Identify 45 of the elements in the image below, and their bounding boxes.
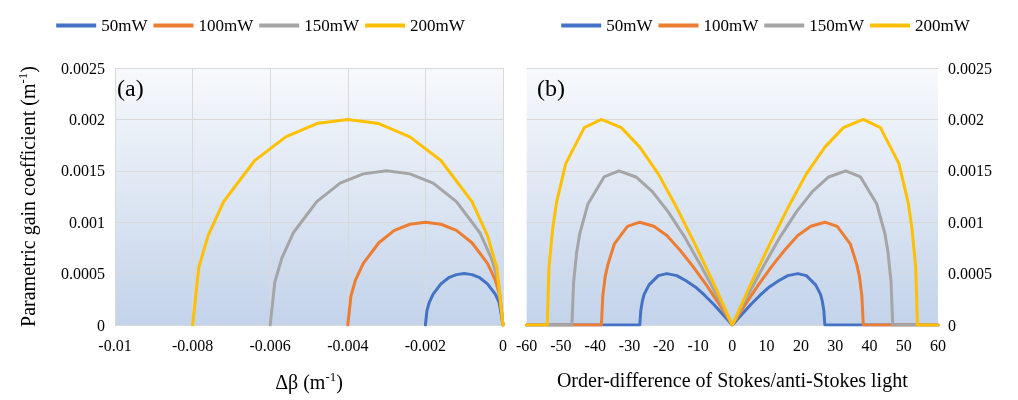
annotation: (a) <box>117 75 144 101</box>
y-tick-label: 0.0005 <box>948 265 992 283</box>
x-tick-label: 0 <box>728 336 737 354</box>
x-tick-label: -40 <box>584 336 606 354</box>
y-tick-label: 0 <box>97 316 105 334</box>
x-tick-label: 60 <box>930 336 946 354</box>
legend-label: 150mW <box>809 16 865 35</box>
x-tick-label: -10 <box>687 336 709 354</box>
x-tick-label: 10 <box>758 336 775 354</box>
x-tick-label: -20 <box>653 336 675 354</box>
legend-label: 50mW <box>606 16 654 35</box>
line-series <box>191 117 505 327</box>
y-tick-label: 0.0005 <box>61 265 105 283</box>
x-tick-label: -30 <box>618 336 641 354</box>
x-axis-title: Order-difference of Stokes/anti-Stokes light <box>556 369 909 392</box>
y-tick-label: 0.0025 <box>948 59 992 77</box>
legend-label: 100mW <box>703 16 760 35</box>
y-tick-label: 0.002 <box>948 110 984 128</box>
x-tick-label: 50 <box>895 336 912 354</box>
x-tick-label: 0 <box>499 336 507 354</box>
y-tick-label: 0 <box>948 316 956 334</box>
x-tick-label: 30 <box>827 336 844 354</box>
x-tick-label: 40 <box>861 336 878 354</box>
y-axis-title: Parametric gain coefficient (m-1) <box>15 66 40 327</box>
annotation: (b) <box>537 75 565 101</box>
legend-label: 50mW <box>101 16 149 35</box>
y-tick-label: 0.0025 <box>61 59 105 77</box>
y-tick-label: 0.0015 <box>948 162 992 180</box>
legend-label: 200mW <box>915 16 971 35</box>
y-tick-label: 0.001 <box>948 213 984 231</box>
legend-label: 150mW <box>304 16 360 35</box>
x-tick-label: -0.008 <box>171 336 214 354</box>
y-tick-label: 0.002 <box>69 110 105 128</box>
x-tick-label: -0.01 <box>98 336 132 354</box>
x-tick-label: 20 <box>792 336 809 354</box>
y-tick-label: 0.001 <box>69 213 105 231</box>
x-tick-label: -50 <box>550 336 572 354</box>
x-tick-label: -0.006 <box>249 336 291 354</box>
x-tick-label: -60 <box>516 336 538 354</box>
line-series <box>525 117 940 327</box>
x-tick-label: -0.004 <box>327 336 369 354</box>
x-tick-label: -0.002 <box>404 336 447 354</box>
legend-label: 100mW <box>198 16 255 35</box>
y-tick-label: 0.0015 <box>61 162 105 180</box>
legend-label: 200mW <box>410 16 466 35</box>
